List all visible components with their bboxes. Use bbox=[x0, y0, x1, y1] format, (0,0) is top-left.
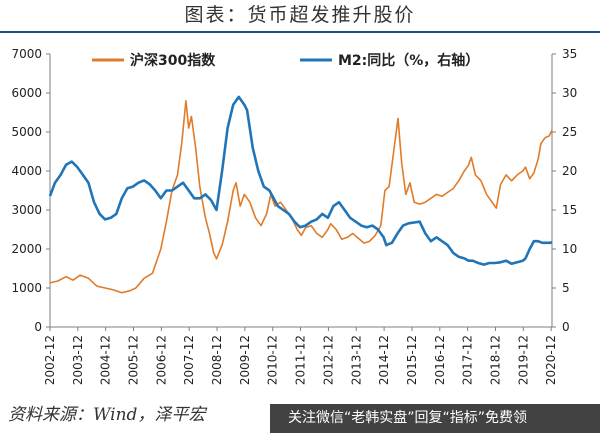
title-divider bbox=[0, 31, 600, 33]
legend: 沪深300指数 M2:同比（%，右轴） bbox=[92, 52, 479, 69]
x-tick-label: 2011-12 bbox=[294, 335, 308, 385]
legend-label-hs300: 沪深300指数 bbox=[130, 52, 216, 69]
x-tick-label: 2018-12 bbox=[488, 335, 502, 385]
y-left-tick-label: 7000 bbox=[11, 47, 42, 61]
x-tick-label: 2015-12 bbox=[405, 335, 419, 385]
x-tick-label: 2013-12 bbox=[349, 335, 363, 385]
x-tick-label: 2006-12 bbox=[154, 335, 168, 385]
chart: 0 1000 2000 3000 4000 5000 6000 7000 0 5 10 15 20 25… bbox=[11, 47, 577, 385]
x-axis: 2002-12 2003-12 2004-12 2005-12 2006-12 2007-… bbox=[43, 327, 558, 385]
y-right-tick-label: 5 bbox=[562, 281, 570, 295]
x-tick-label: 2020-12 bbox=[544, 335, 558, 385]
y-left-tick-label: 0 bbox=[34, 320, 42, 334]
x-tick-label: 2017-12 bbox=[461, 335, 475, 385]
y-left-tick-label: 6000 bbox=[11, 86, 42, 100]
source-note: 资料来源：Wind，泽平宏 bbox=[8, 405, 206, 425]
series-line-m2 bbox=[48, 95, 553, 266]
y-axis-left: 0 1000 2000 3000 4000 5000 6000 7000 bbox=[11, 47, 50, 334]
y-right-tick-label: 0 bbox=[562, 320, 570, 334]
watermark-banner: 关注微信“老韩实盘”回复“指标”免费领 bbox=[270, 404, 600, 433]
y-left-tick-label: 4000 bbox=[11, 164, 42, 178]
y-left-tick-label: 5000 bbox=[11, 125, 42, 139]
y-left-tick-label: 2000 bbox=[11, 242, 42, 256]
y-right-tick-label: 10 bbox=[562, 242, 577, 256]
legend-label-m2: M2:同比（%，右轴） bbox=[338, 52, 479, 69]
x-tick-label: 2004-12 bbox=[99, 335, 113, 385]
series-line-hs300 bbox=[49, 100, 553, 294]
page-title: 图表：货币超发推升股价 bbox=[184, 4, 416, 26]
x-tick-label: 2014-12 bbox=[377, 335, 391, 385]
x-tick-label: 2002-12 bbox=[43, 335, 57, 385]
y-right-tick-label: 15 bbox=[562, 203, 577, 217]
x-tick-label: 2010-12 bbox=[266, 335, 280, 385]
y-left-tick-label: 1000 bbox=[11, 281, 42, 295]
x-tick-label: 2016-12 bbox=[433, 335, 447, 385]
x-tick-label: 2008-12 bbox=[210, 335, 224, 385]
y-right-tick-label: 35 bbox=[562, 47, 577, 61]
series-layer bbox=[48, 95, 553, 294]
x-tick-label: 2007-12 bbox=[182, 335, 196, 385]
x-tick-label: 2009-12 bbox=[238, 335, 252, 385]
x-tick-label: 2019-12 bbox=[516, 335, 530, 385]
x-tick-label: 2003-12 bbox=[71, 335, 85, 385]
x-tick-label: 2005-12 bbox=[127, 335, 141, 385]
y-right-tick-label: 25 bbox=[562, 125, 577, 139]
y-right-tick-label: 20 bbox=[562, 164, 577, 178]
y-left-tick-label: 3000 bbox=[11, 203, 42, 217]
x-tick-label: 2012-12 bbox=[321, 335, 335, 385]
y-axis-right: 0 5 10 15 20 25 30 35 bbox=[552, 47, 577, 334]
y-right-tick-label: 30 bbox=[562, 86, 577, 100]
